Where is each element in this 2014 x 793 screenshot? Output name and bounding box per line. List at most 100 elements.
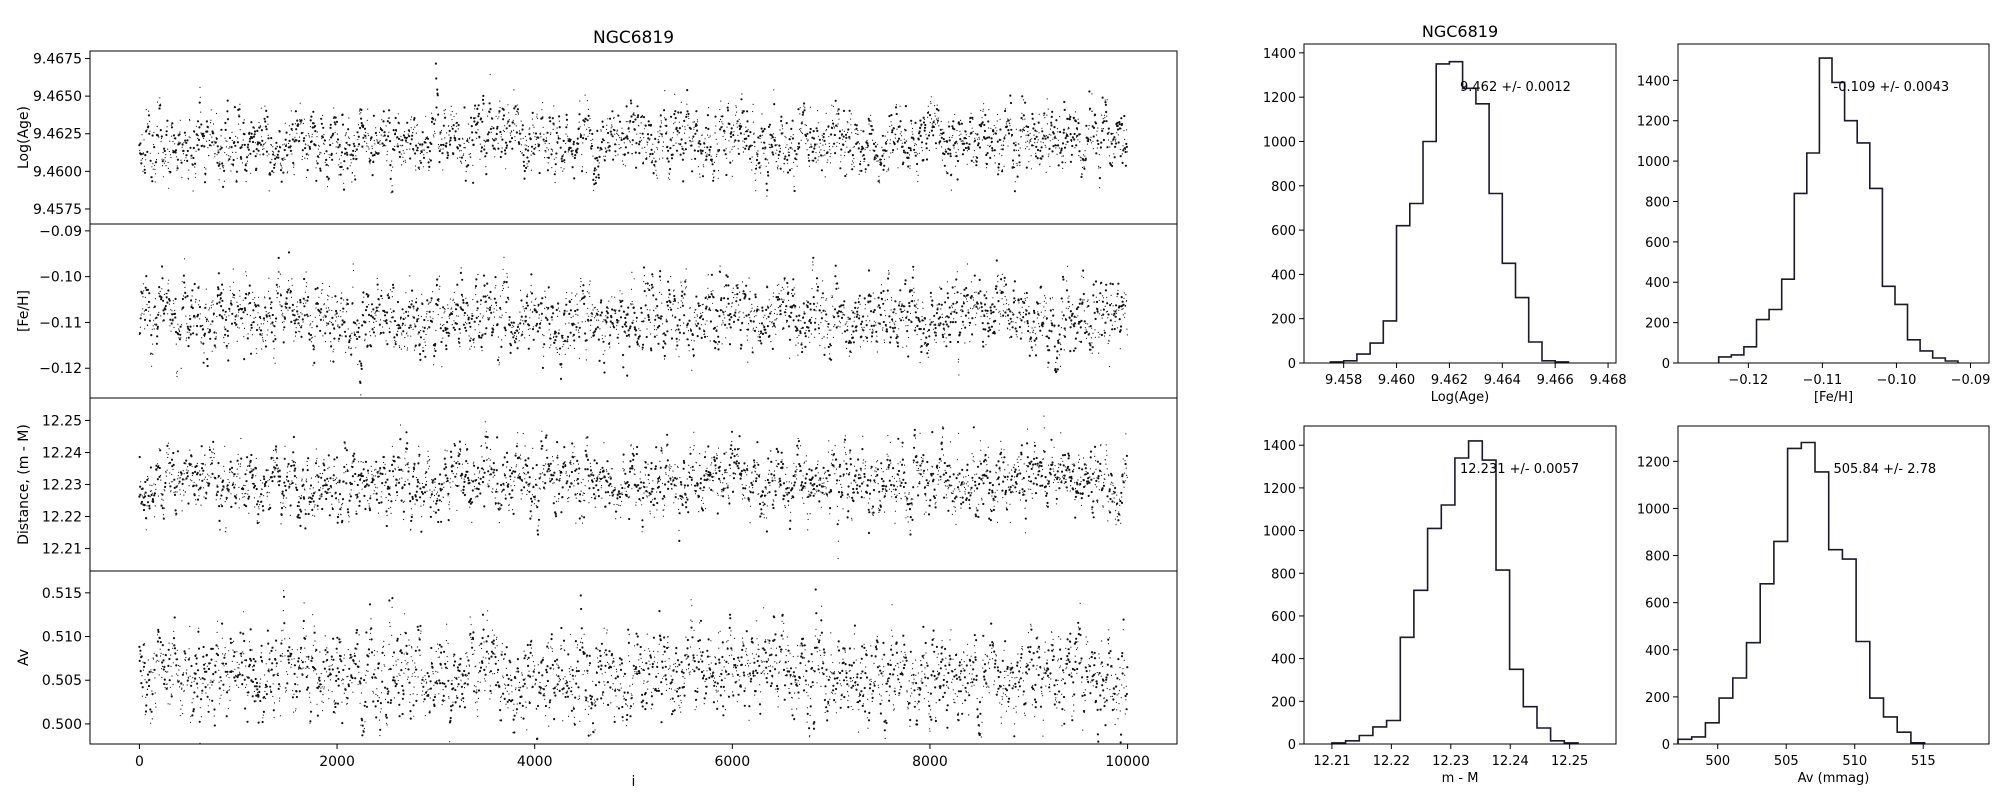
y-tick-label: 0.505 [42, 673, 82, 689]
histogram-axes-frame [1677, 425, 1990, 745]
y-axis-label: Log(Age) [16, 106, 32, 169]
x-tick-label: 6000 [714, 754, 750, 770]
y-tick-label: −0.10 [39, 270, 82, 286]
histogram-step [1717, 57, 1959, 363]
y-tick-label: 0.510 [42, 630, 82, 646]
y-tick-label: 0.500 [42, 717, 82, 733]
y-tick-label: 12.25 [42, 413, 82, 429]
x-tick-label: 505 [1774, 754, 1799, 769]
x-tick-label: 0 [135, 754, 144, 770]
y-axis-label: Av [16, 649, 32, 666]
y-tick-label: 12.21 [42, 542, 82, 558]
histogram-step [1677, 441, 1926, 744]
y-tick-label: 800 [1645, 195, 1670, 210]
y-tick-label: 200 [1645, 691, 1670, 706]
y-tick-label: −0.12 [39, 361, 82, 377]
y-tick-label: 400 [1271, 268, 1296, 283]
trace-axes-frame [89, 570, 1178, 745]
stats-annotation: -0.109 +/- 0.0043 [1834, 80, 1950, 95]
x-tick-label: 9.466 [1537, 373, 1574, 388]
stats-annotation: 505.84 +/- 2.78 [1834, 462, 1937, 477]
x-tick-label: 9.458 [1325, 373, 1362, 388]
y-tick-label: −0.11 [39, 315, 82, 331]
x-tick-label: 12.22 [1373, 754, 1410, 769]
x-tick-label: 8000 [912, 754, 948, 770]
x-tick-label: 9.460 [1378, 373, 1415, 388]
stats-annotation: 9.462 +/- 0.0012 [1460, 80, 1571, 95]
histogram-axes-frame [1303, 425, 1617, 745]
y-tick-label: 400 [1271, 653, 1296, 668]
y-tick-label: 800 [1645, 550, 1670, 565]
y-tick-label: 400 [1645, 276, 1670, 291]
x-tick-label: 510 [1842, 754, 1867, 769]
chart-title: NGC6819 [593, 28, 674, 48]
x-tick-label: 500 [1705, 754, 1730, 769]
histogram-panel-2: 0 200 400 600 800 1000 1200 1400 −0.12 −0.11 −0.10… [1637, 43, 1991, 405]
x-tick-label: −0.10 [1877, 373, 1917, 388]
x-axis-label: i [632, 774, 636, 790]
y-tick-label: 1200 [1637, 115, 1670, 130]
trace-panel-4: 0.500 0.505 0.510 0.515 0 2000 4000 6000 8000 100… [16, 570, 1178, 790]
y-tick-label: 12.23 [42, 478, 82, 494]
trace-panel-1: 9.4575 9.4600 9.4625 9.4650 9.4675 Log(Age) NG… [16, 28, 1178, 225]
histogram-axes-frame [1303, 43, 1617, 364]
histogram-step [1329, 60, 1570, 363]
histogram-axes-frame [1677, 43, 1990, 364]
x-tick-label: 9.464 [1484, 373, 1521, 388]
x-axis-label: Log(Age) [1431, 390, 1490, 405]
x-tick-label: 2000 [319, 754, 355, 770]
y-tick-label: 9.4650 [33, 89, 82, 105]
y-tick-label: 0 [1662, 738, 1670, 753]
y-tick-label: 9.4600 [33, 164, 82, 180]
y-tick-label: 0 [1662, 357, 1670, 372]
y-tick-label: 1000 [1263, 135, 1296, 150]
y-tick-label: 0 [1288, 357, 1296, 372]
trace-points [138, 62, 1129, 197]
x-axis-label: Av (mmag) [1798, 771, 1870, 786]
y-tick-label: 1400 [1637, 74, 1670, 89]
y-tick-label: 1000 [1637, 155, 1670, 170]
y-tick-label: 200 [1271, 695, 1296, 710]
y-tick-label: 1400 [1263, 47, 1296, 62]
histogram-panel-1: 0 200 400 600 800 1000 1200 1400 9.458 9.460 9.462… [1263, 22, 1627, 405]
x-tick-label: 4000 [517, 754, 553, 770]
trace-panel-3: 12.21 12.22 12.23 12.24 12.25 Distance, (m - … [16, 397, 1178, 572]
y-tick-label: 9.4575 [33, 202, 82, 218]
stats-annotation: 12.231 +/- 0.0057 [1460, 462, 1579, 477]
y-tick-label: 9.4625 [33, 127, 82, 143]
trace-panel-2: −0.12 −0.11 −0.10 −0.09 [Fe/H] [16, 223, 1178, 399]
y-axis-label: [Fe/H] [16, 290, 32, 332]
y-axis-label: Distance, (m - M) [16, 424, 32, 545]
y-tick-label: 400 [1645, 644, 1670, 659]
y-tick-label: 1200 [1637, 455, 1670, 470]
trace-points [138, 588, 1129, 744]
x-axis-label: [Fe/H] [1814, 390, 1853, 405]
y-tick-label: 600 [1271, 610, 1296, 625]
x-axis-label: m - M [1442, 771, 1479, 786]
y-tick-label: 1000 [1263, 525, 1296, 540]
y-tick-label: −0.09 [39, 224, 82, 240]
x-tick-label: −0.11 [1802, 373, 1842, 388]
x-tick-label: −0.09 [1951, 373, 1991, 388]
y-tick-label: 800 [1271, 567, 1296, 582]
histogram-panel-3: 0 200 400 600 800 1000 1200 1400 12.21 12.22 12.23… [1263, 425, 1617, 786]
x-tick-label: 10000 [1105, 754, 1150, 770]
x-tick-label: 12.25 [1551, 754, 1588, 769]
histogram-panel-4: 0 200 400 600 800 1000 1200 500 505 510 515 Av (mma… [1637, 425, 1990, 786]
y-tick-label: 200 [1645, 317, 1670, 332]
y-tick-label: 12.24 [42, 445, 82, 461]
y-tick-label: 1000 [1637, 502, 1670, 517]
trace-points [138, 251, 1128, 396]
y-tick-label: 9.4675 [33, 52, 82, 68]
y-tick-label: 12.22 [42, 510, 82, 526]
y-tick-label: 800 [1271, 180, 1296, 195]
x-tick-label: 12.24 [1492, 754, 1529, 769]
x-tick-label: 9.462 [1431, 373, 1468, 388]
y-tick-label: 1200 [1263, 482, 1296, 497]
x-tick-label: −0.12 [1728, 373, 1768, 388]
y-tick-label: 600 [1645, 597, 1670, 612]
x-tick-label: 12.23 [1432, 754, 1469, 769]
y-tick-label: 200 [1271, 313, 1296, 328]
y-tick-label: 600 [1271, 224, 1296, 239]
y-tick-label: 1200 [1263, 91, 1296, 106]
